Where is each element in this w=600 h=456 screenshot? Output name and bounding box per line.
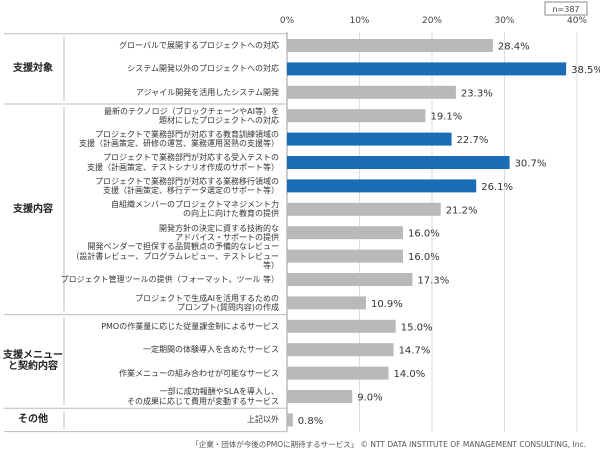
bar (287, 62, 567, 76)
sample-size: n=387 (552, 5, 579, 14)
bar (287, 109, 426, 123)
value-label: 14.0% (394, 369, 426, 380)
value-label: 17.3% (417, 276, 449, 287)
x-tick-label: 40% (567, 16, 587, 26)
bar (287, 413, 293, 427)
category-label: プロジェクトで生成AIを活用するための プロンプト(質問内容)の作成 (135, 293, 279, 312)
sample-box (544, 1, 588, 16)
value-label: 23.3% (461, 88, 493, 99)
bar (287, 249, 403, 263)
value-label: 10.9% (371, 299, 403, 310)
bar (287, 343, 394, 357)
bar (287, 179, 477, 193)
x-tick-label: 20% (422, 16, 442, 26)
group-label: 支援内容 (13, 203, 53, 215)
category-label: 最新のテクノロジ（ブロックチェーンやAI等）を 題材にしたプロジェクトへの対応 (104, 106, 279, 125)
bar (287, 132, 452, 146)
category-label: プロジェクト管理ツールの提供（フォーマット、ツール 等） (60, 274, 279, 284)
category-label: 開発方針の決定に資する技術的な アドバイス・サポートの提供 (159, 223, 279, 242)
value-label: 0.8% (298, 416, 323, 427)
value-label: 26.1% (481, 182, 513, 193)
x-tick-label: 30% (494, 16, 514, 26)
bar (287, 296, 367, 310)
category-label: 上記以外 (247, 415, 279, 425)
value-label: 30.7% (515, 159, 547, 170)
category-label: システム開発以外のプロジェクトへの対応 (127, 64, 279, 74)
group-label: 支援メニュー と契約内容 (3, 349, 63, 373)
x-tick-label: 10% (349, 16, 369, 26)
bar (287, 390, 353, 403)
bar (287, 202, 441, 216)
group-label: 支援対象 (13, 63, 53, 75)
bar (287, 273, 413, 286)
bar (287, 156, 510, 169)
category-label: プロジェクトで業務部門が対応する受入テストの 支援（計画策定、テストシナリオ作成… (87, 153, 279, 172)
value-label: 14.7% (399, 346, 431, 357)
category-label: 一部に成功報酬やSLAを導入し、 その成果に応じて費用が変動するサービス (127, 387, 279, 406)
category-label: 開発ベンダーで担保する品質観点の予備的なレビュー （設計書レビュー、プログラムレ… (71, 242, 279, 270)
bar (287, 366, 389, 380)
source-note: 「企業・団体が今後のPMOに期待するサービス」 © NTT DATA INSTI… (191, 440, 586, 449)
value-label: 16.0% (408, 252, 440, 263)
bar (287, 319, 396, 333)
category-label: PMOの作業量に応じた従量課金制によるサービス (101, 321, 279, 331)
value-label: 21.2% (446, 205, 478, 216)
value-label: 16.0% (408, 229, 440, 240)
bar (287, 226, 403, 240)
value-label: 19.1% (430, 112, 462, 123)
bar (287, 85, 456, 99)
value-label: 38.5% (571, 65, 600, 76)
value-label: 22.7% (457, 135, 489, 146)
category-label: 自組織メンバーのプロジェクトマネジメント力 の向上に向けた教育の提供 (111, 200, 279, 219)
bar (287, 39, 493, 52)
category-label: 作業メニューの組み合わせが可能なサービス (119, 368, 279, 378)
category-label: 一定期間の体験導入を含めたサービス (143, 345, 279, 355)
group-label: その他 (18, 414, 48, 426)
value-label: 15.0% (401, 322, 433, 333)
value-label: 28.4% (498, 42, 530, 53)
category-label: アジャイル開発を活用したシステム開発 (135, 87, 279, 97)
x-tick-label: 0% (280, 16, 295, 26)
category-label: プロジェクトで業務部門が対応する教育訓練領域の 支援（計画策定、研修の運営、業務… (79, 129, 279, 149)
category-label: グローバルで展開するプロジェクトへの対応 (119, 40, 279, 50)
category-label: プロジェクトで業務部門が対応する業務移行領域の 支援（計画策定、移行データ選定の… (95, 176, 279, 195)
value-label: 9.0% (357, 393, 382, 404)
